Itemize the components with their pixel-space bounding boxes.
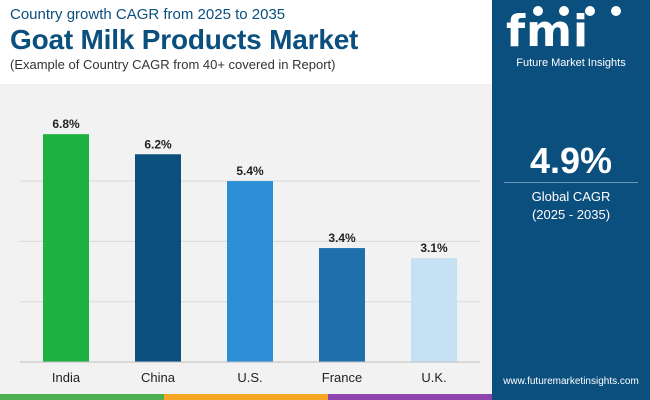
data-label: 6.2% — [144, 137, 172, 151]
stripe-purple — [328, 394, 492, 400]
website-link[interactable]: www.futuremarketinsights.com — [503, 376, 639, 387]
logo-text: Future Market Insights — [516, 57, 626, 69]
logo-mark: fmi — [506, 6, 590, 57]
global-cagr-value: 4.9% — [529, 140, 613, 181]
data-label: 3.4% — [328, 231, 356, 245]
chart-subtitle: (Example of Country CAGR from 40+ covere… — [10, 57, 336, 72]
bar-france — [319, 248, 365, 362]
bar-us — [227, 181, 273, 362]
chart-header: Country growth CAGR from 2025 to 2035 Go… — [0, 0, 492, 84]
x-tick-label: France — [322, 370, 362, 385]
bar-uk — [411, 258, 457, 362]
logo-icons — [533, 6, 621, 16]
bar-india — [43, 134, 89, 362]
data-label: 5.4% — [236, 164, 264, 178]
data-label: 6.8% — [52, 117, 80, 131]
bar-china — [135, 154, 181, 362]
bar-chart: 6.8% India 6.2% China 5.4% U.S. 3.4% France 3.1%… — [20, 117, 480, 385]
x-tick-label: U.S. — [237, 370, 262, 385]
x-tick-label: India — [52, 370, 81, 385]
bottom-stripe — [0, 394, 492, 400]
fmi-logo: fmi Future Market Insights — [492, 0, 650, 80]
stripe-green — [0, 394, 164, 400]
chart-supertitle: Country growth CAGR from 2025 to 2035 — [10, 6, 286, 23]
data-label: 3.1% — [420, 241, 448, 255]
side-panel: fmi Future Market Insights 4.9% Global C… — [492, 0, 650, 400]
x-tick-label: U.K. — [421, 370, 446, 385]
cagr-label-line2: (2025 - 2035) — [531, 207, 611, 222]
chart-panel: 6.8% India 6.2% China 5.4% U.S. 3.4% France 3.1%… — [0, 84, 492, 394]
cagr-divider — [504, 182, 638, 183]
stripe-orange — [164, 394, 328, 400]
cagr-label-line1: Global CAGR — [531, 189, 611, 204]
x-tick-label: China — [141, 370, 176, 385]
global-cagr-label: Global CAGR (2025 - 2035) — [492, 188, 650, 224]
chart-title: Goat Milk Products Market — [10, 24, 359, 55]
